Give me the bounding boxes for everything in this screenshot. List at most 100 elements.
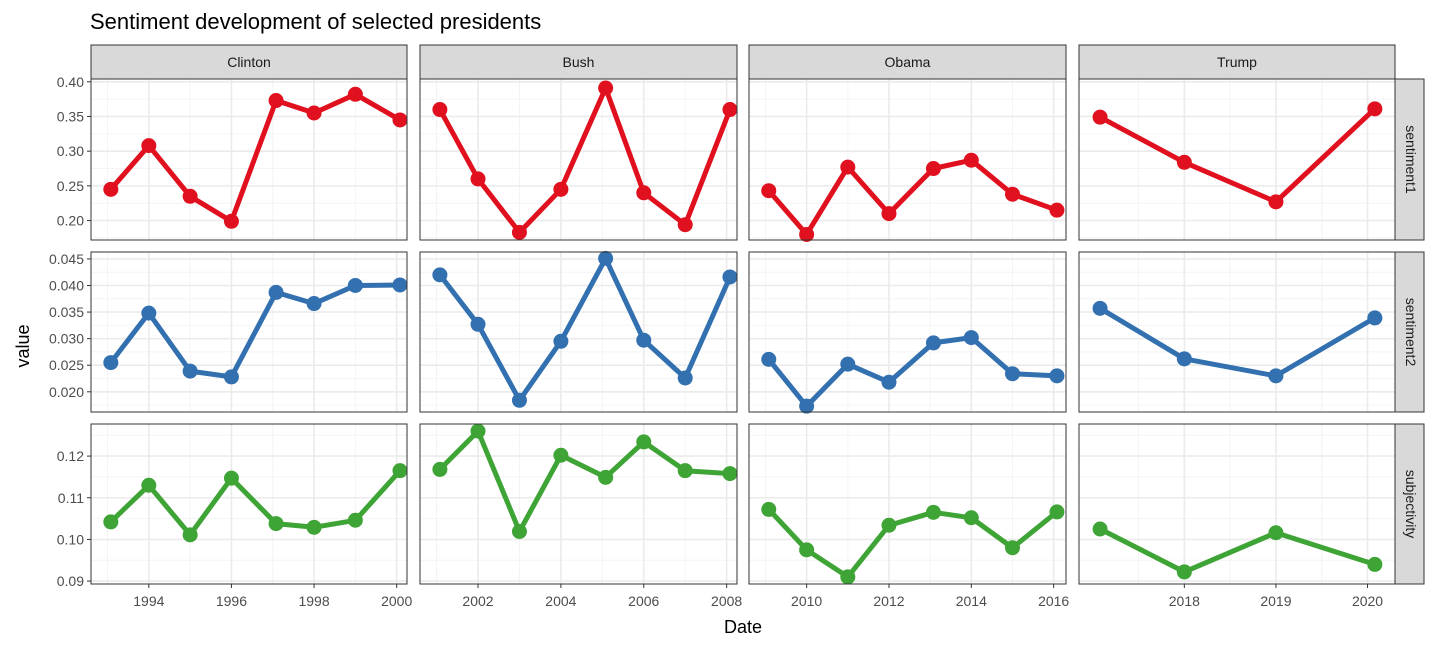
panel-subjectivity-bush: [419, 423, 738, 585]
chart-title: Sentiment development of selected presid…: [90, 9, 541, 34]
data-point-sentiment1: [925, 161, 941, 177]
data-point-subjectivity: [392, 463, 408, 479]
series-line-sentiment2: [437, 255, 733, 403]
data-point-subjectivity: [722, 466, 738, 482]
data-point-sentiment1: [1367, 101, 1383, 117]
x-tick-label: 2010: [791, 593, 822, 609]
facet-strip-trump: [1078, 44, 1396, 80]
panel-sentiment1-obama: [748, 78, 1067, 242]
panel-subjectivity-clinton: [90, 423, 408, 585]
y-tick-label: 0.045: [49, 251, 84, 267]
data-point-sentiment2: [722, 269, 738, 285]
panel-border: [748, 423, 1067, 585]
panel-background: [91, 424, 407, 584]
panel-border: [1078, 251, 1396, 413]
data-point-sentiment1: [598, 80, 614, 96]
facet-strip-obama: [748, 44, 1067, 80]
data-point-sentiment2: [761, 351, 777, 367]
data-point-sentiment2: [840, 356, 856, 372]
x-tick-label: 2004: [545, 593, 576, 609]
data-point-subjectivity: [598, 469, 614, 485]
data-point-sentiment2: [1367, 310, 1383, 326]
data-point-sentiment2: [553, 333, 569, 349]
x-tick-label: 2014: [956, 593, 987, 609]
panel-background: [749, 424, 1066, 584]
data-point-subjectivity: [925, 504, 941, 520]
panel-background: [420, 79, 737, 240]
facet-strip-label: Bush: [563, 54, 595, 70]
data-point-subjectivity: [881, 517, 897, 533]
y-tick-label: 0.12: [57, 448, 84, 464]
series-line-sentiment2: [1097, 305, 1378, 379]
data-point-subjectivity: [141, 477, 157, 493]
data-point-sentiment1: [141, 138, 157, 154]
data-point-sentiment2: [511, 392, 527, 408]
y-tick-label: 0.40: [57, 74, 84, 90]
data-point-sentiment1: [511, 224, 527, 240]
panel-border: [748, 251, 1067, 413]
series-line-subjectivity: [437, 428, 733, 534]
facet-strip-subjectivity: [1394, 423, 1425, 585]
panel-border: [90, 251, 408, 413]
series-line-subjectivity: [1097, 526, 1378, 575]
facet-strip-sentiment1: [1394, 78, 1425, 241]
panel-background: [420, 424, 737, 584]
x-tick-label: 1994: [133, 593, 164, 609]
panel-background: [91, 252, 407, 412]
data-point-subjectivity: [511, 524, 527, 539]
x-tick-label: 1998: [298, 593, 329, 609]
data-point-subjectivity: [1176, 564, 1192, 580]
data-point-sentiment1: [636, 185, 652, 201]
data-point-sentiment1: [840, 159, 856, 175]
panel-sentiment1-clinton: [90, 78, 408, 241]
panel-border: [90, 423, 408, 585]
panel-border: [90, 78, 408, 241]
data-point-sentiment1: [103, 181, 119, 197]
y-tick-label: 0.020: [49, 384, 84, 400]
data-point-sentiment2: [636, 332, 652, 348]
data-point-subjectivity: [677, 463, 693, 479]
facet-strip-label: Trump: [1217, 54, 1257, 70]
x-tick-label: 2002: [462, 593, 493, 609]
panel-background: [91, 79, 407, 240]
data-point-sentiment2: [432, 267, 448, 283]
data-point-sentiment2: [470, 316, 486, 332]
x-axis-title: Date: [724, 617, 762, 637]
panel-sentiment2-trump: [1078, 251, 1396, 413]
data-point-sentiment2: [1268, 368, 1284, 384]
data-point-sentiment1: [677, 217, 693, 233]
facet-strip-label: Obama: [885, 54, 931, 70]
data-point-sentiment2: [103, 355, 119, 371]
y-tick-label: 0.35: [57, 108, 84, 124]
data-point-sentiment1: [553, 181, 569, 197]
facet-strip-label: sentiment2: [1403, 298, 1419, 367]
data-point-subjectivity: [470, 423, 486, 439]
data-point-subjectivity: [432, 461, 448, 477]
series-line-sentiment2: [766, 335, 1060, 409]
data-point-sentiment2: [1004, 366, 1020, 382]
data-point-sentiment1: [432, 102, 448, 118]
data-point-sentiment2: [141, 305, 157, 321]
data-point-sentiment1: [881, 206, 897, 222]
data-point-subjectivity: [799, 542, 815, 558]
data-point-sentiment1: [799, 226, 815, 242]
data-point-subjectivity: [1004, 540, 1020, 556]
panel-background: [420, 252, 737, 412]
data-point-sentiment2: [799, 398, 815, 414]
x-tick-label: 1996: [216, 593, 247, 609]
data-point-sentiment2: [1176, 351, 1192, 367]
data-point-sentiment1: [347, 86, 363, 102]
panel-background: [1079, 79, 1395, 240]
data-point-subjectivity: [761, 501, 777, 517]
panel-background: [749, 252, 1066, 412]
data-point-subjectivity: [103, 514, 119, 530]
panel-border: [419, 251, 738, 413]
series-line-sentiment1: [1097, 106, 1378, 205]
y-tick-label: 0.09: [57, 573, 84, 589]
panel-subjectivity-trump: [1078, 423, 1396, 585]
facet-grid: Clinton Bush Obama Trump sentiment1 sentiment…: [49, 44, 1425, 609]
x-tick-label: 2012: [873, 593, 904, 609]
data-point-subjectivity: [553, 447, 569, 463]
panel-sentiment1-bush: [419, 78, 738, 241]
